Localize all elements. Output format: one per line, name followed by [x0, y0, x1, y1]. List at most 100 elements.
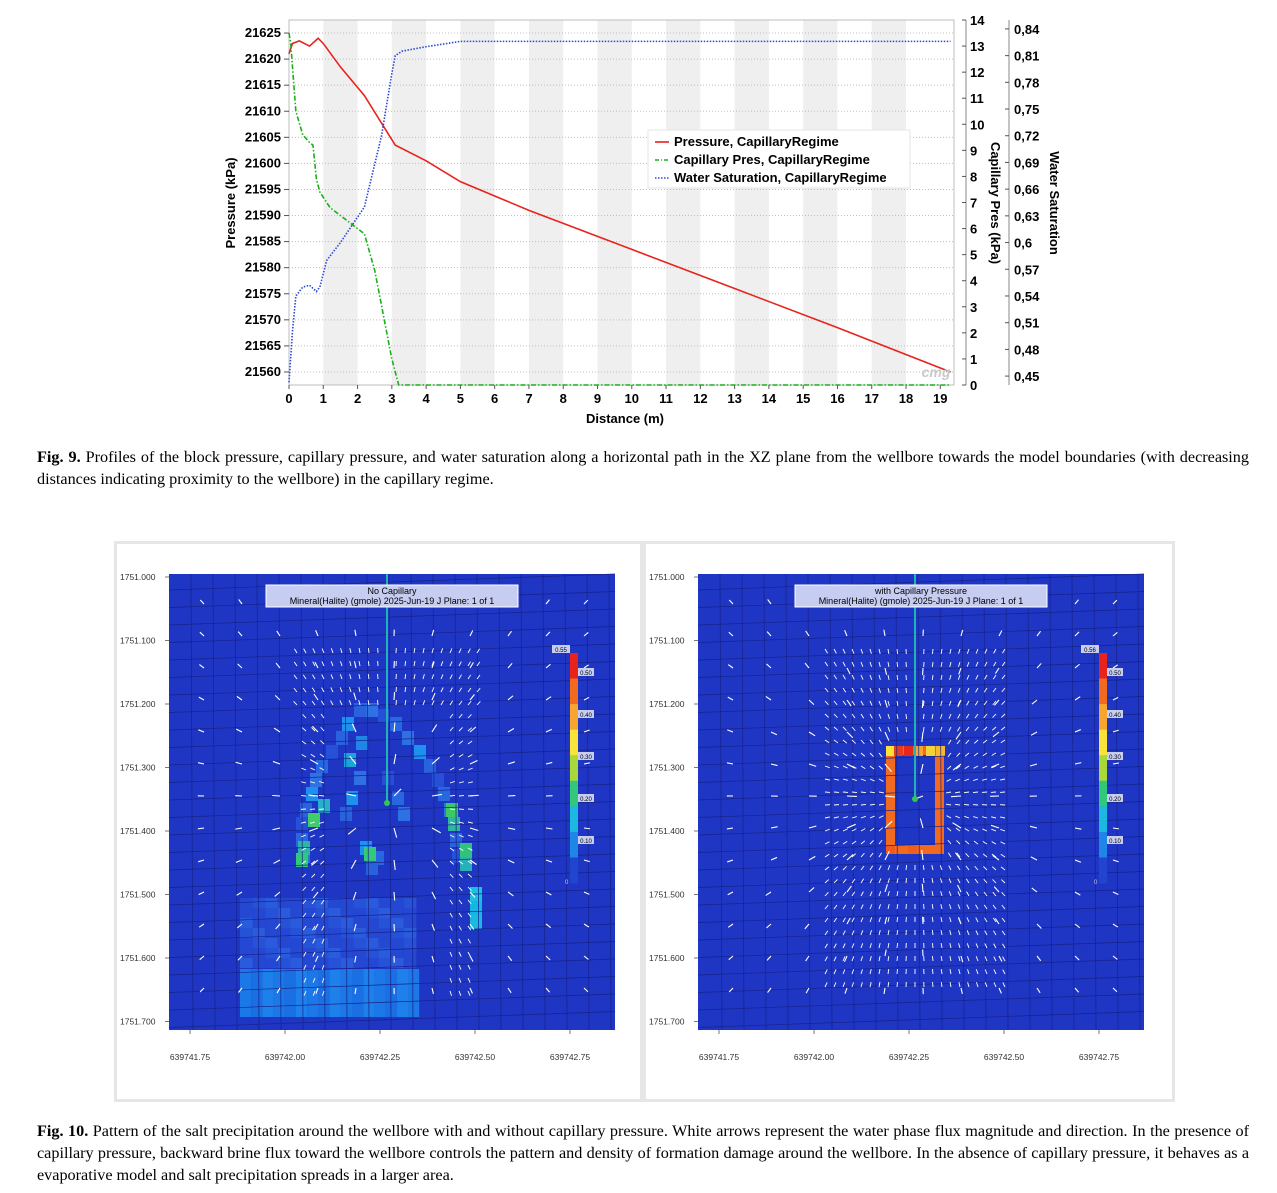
flux-arrow — [1112, 729, 1119, 733]
flux-arrow — [844, 987, 848, 994]
flux-arrow — [237, 663, 243, 669]
flux-arrow-dense — [860, 853, 865, 858]
flux-arrow-dense — [878, 661, 881, 667]
halite-cell — [403, 938, 417, 948]
flux-arrow-dense — [982, 739, 988, 744]
flux-arrow — [920, 763, 924, 774]
x-tick-label: 639742.75 — [1079, 1052, 1119, 1062]
halite-cell — [328, 918, 341, 928]
grid-line-v — [454, 573, 458, 1031]
flux-arrow — [469, 859, 477, 865]
flux-arrow-dense — [312, 951, 316, 957]
flux-arrow-dense — [358, 661, 361, 667]
flux-arrow — [808, 855, 816, 861]
flux-arrow-dense — [973, 778, 979, 781]
halite-cell — [403, 958, 417, 968]
flux-arrow — [583, 599, 589, 605]
flux-arrow-dense — [955, 827, 961, 832]
flux-arrow — [314, 661, 319, 669]
flux-arrow-dense — [824, 892, 829, 897]
flux-arrow-dense — [869, 827, 875, 832]
flux-arrow — [199, 631, 205, 637]
flux-arrow — [1074, 859, 1082, 863]
flux-arrow-dense — [869, 904, 873, 910]
grid-line-v — [719, 573, 723, 1031]
flux-arrow-dense — [321, 964, 325, 970]
halite-cell — [342, 717, 354, 731]
flux-arrow-dense — [974, 700, 979, 706]
flux-arrow-dense — [467, 781, 473, 784]
flux-arrow — [955, 731, 962, 740]
flux-arrow — [1036, 955, 1042, 962]
colorbar-tick-label: 0.40 — [1109, 713, 1121, 719]
flux-arrow-dense — [467, 860, 473, 865]
flux-arrow-dense — [842, 752, 848, 757]
flux-arrow-dense — [476, 674, 481, 680]
flux-arrow-dense — [824, 674, 829, 680]
flux-arrow-dense — [842, 661, 846, 667]
flux-arrow — [583, 729, 590, 733]
flux-arrow-dense — [896, 661, 899, 668]
flux-arrow-dense — [974, 713, 979, 719]
flux-arrow-dense — [310, 821, 316, 824]
flux-arrow-dense — [311, 700, 316, 706]
y-tick-label: 1751.200 — [120, 699, 156, 709]
pressure-tick-label: 21615 — [245, 77, 281, 92]
flux-arrow-dense — [965, 713, 970, 719]
pressure-tick-label: 21600 — [245, 155, 281, 170]
flux-arrow-dense — [983, 891, 988, 897]
colorbar-tick-box — [578, 668, 594, 676]
flux-arrow — [312, 725, 319, 733]
flux-arrow-dense — [312, 964, 316, 970]
flux-arrow-dense — [975, 917, 979, 923]
flux-arrow-dense — [975, 930, 979, 936]
flux-arrow-dense — [303, 938, 307, 944]
grid-line-h — [168, 923, 616, 941]
flux-arrow-dense — [931, 700, 934, 706]
halite-cell — [277, 958, 291, 968]
flux-arrow-dense — [948, 891, 952, 897]
flux-arrow — [545, 859, 553, 863]
flux-arrow-dense — [1002, 943, 1006, 949]
flux-arrow-dense — [946, 815, 952, 819]
flux-arrow-dense — [301, 781, 307, 784]
grid-line-h — [697, 906, 1145, 923]
plot-frame — [288, 19, 955, 386]
flux-arrow-dense — [842, 904, 847, 910]
flux-arrow-dense — [956, 752, 961, 757]
halite-cell — [904, 746, 913, 756]
flux-arrow — [998, 630, 1003, 637]
flux-arrow — [469, 630, 474, 637]
flux-arrow — [583, 664, 589, 669]
halite-cell — [340, 938, 354, 948]
flux-arrow-dense — [312, 990, 316, 996]
flux-arrow-dense — [991, 765, 997, 769]
flux-arrow-dense — [983, 687, 988, 693]
flux-arrow — [545, 696, 552, 701]
halite-cell — [240, 898, 253, 908]
y-tick-label: 1751.600 — [120, 953, 156, 963]
flux-arrow-dense — [320, 713, 325, 719]
grid-line-v — [983, 573, 987, 1031]
flux-arrow-dense — [449, 726, 454, 732]
flux-arrow-dense — [940, 930, 943, 936]
grid-band — [666, 20, 701, 385]
grid-line-h — [168, 871, 616, 888]
saturation-tick-label: 0,75 — [1014, 102, 1039, 117]
flux-arrow — [884, 795, 896, 798]
grid-line-v — [344, 573, 348, 1031]
flux-arrow-dense — [860, 828, 866, 832]
colorbar-tick-box — [578, 710, 594, 718]
flux-arrow-dense — [932, 968, 934, 975]
distance-tick-label: 1 — [320, 391, 327, 406]
flux-arrow-dense — [851, 726, 856, 732]
flux-arrow-dense — [833, 713, 838, 718]
flux-arrow — [199, 664, 205, 669]
flux-arrow-dense — [860, 700, 864, 706]
flux-arrow-dense — [878, 852, 883, 858]
flux-arrow — [884, 763, 892, 772]
flux-arrow — [236, 891, 243, 896]
grid-band — [391, 20, 427, 385]
halite-cell — [356, 736, 368, 750]
flux-arrow-dense — [957, 700, 961, 706]
